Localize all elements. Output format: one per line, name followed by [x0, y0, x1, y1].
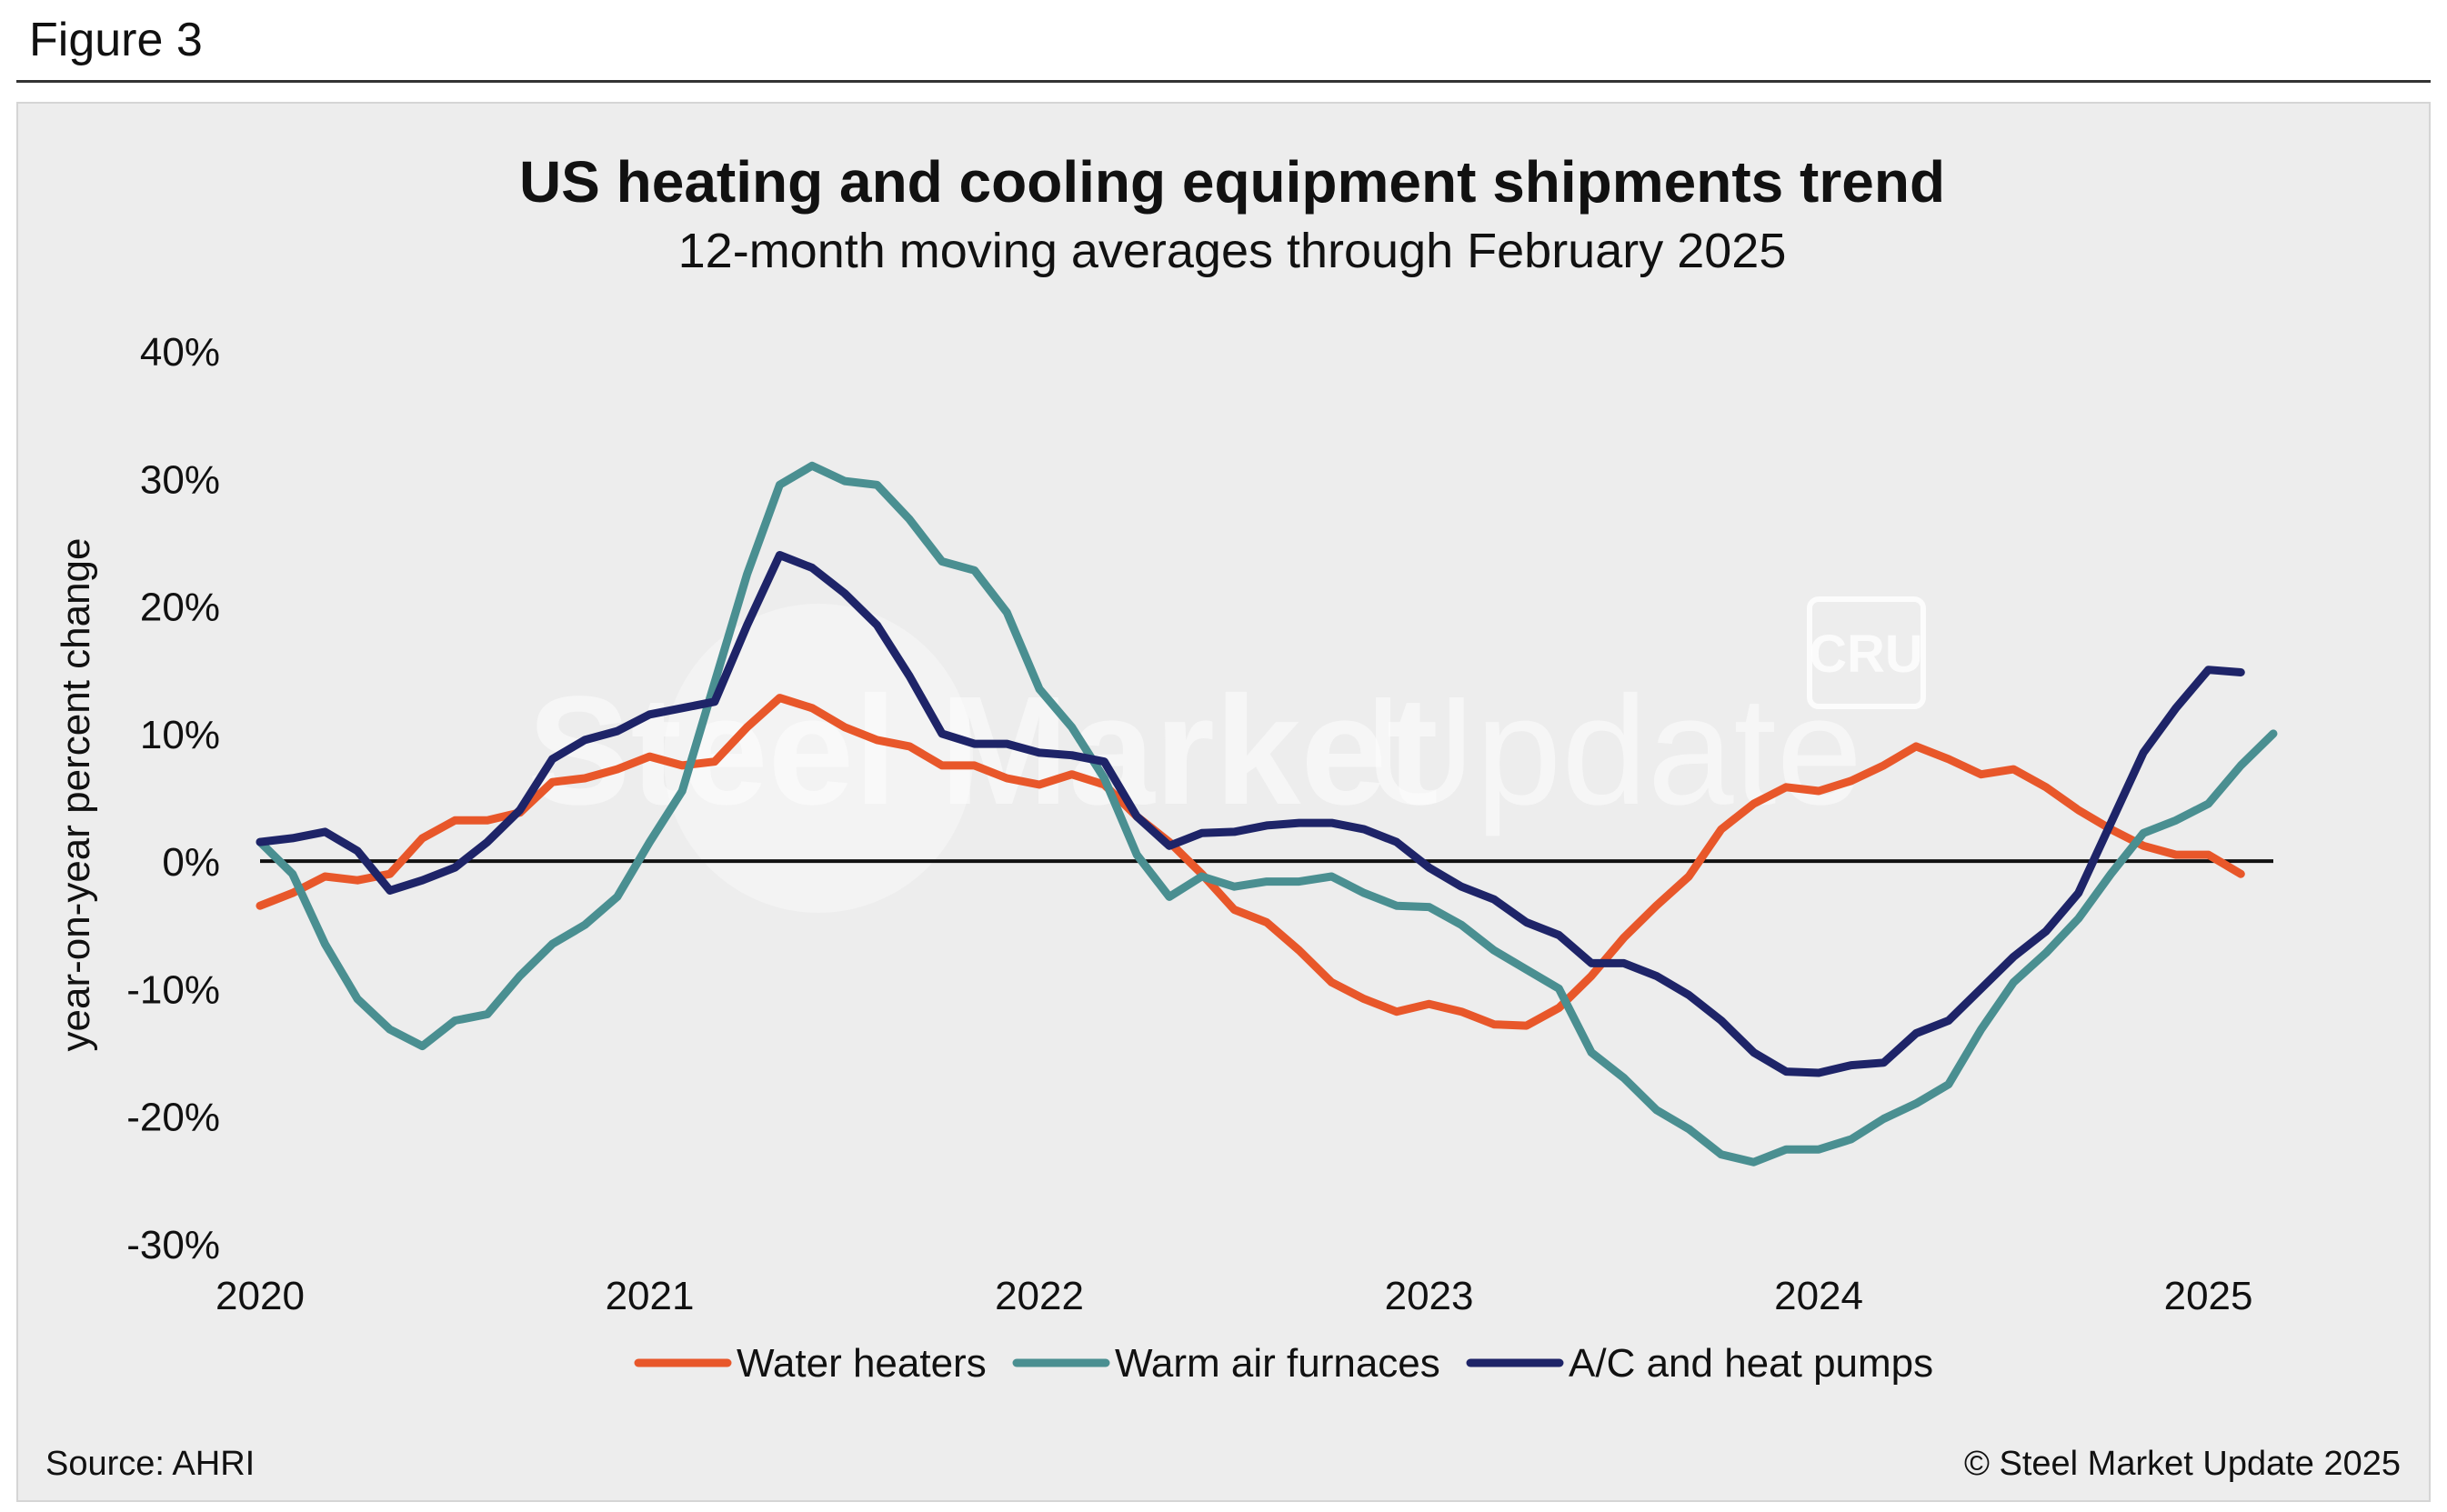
chart-panel: Steel Market Update CRU US heating and c… [16, 102, 2431, 1502]
x-tick-label: 2022 [995, 1274, 1084, 1318]
x-tick-label: 2020 [216, 1274, 305, 1318]
legend-label: A/C and heat pumps [1569, 1341, 1933, 1386]
watermark: Steel Market Update CRU [527, 596, 1926, 913]
chart-title: US heating and cooling equipment shipmen… [519, 149, 1945, 215]
series-lines [256, 461, 2278, 1167]
y-tick-label: 20% [140, 586, 220, 630]
x-tick-label: 2024 [1774, 1274, 1863, 1318]
series-line-warm-air-furnaces [256, 461, 2278, 1167]
watermark-swirl [664, 604, 973, 913]
x-tick-label: 2025 [2164, 1274, 2253, 1318]
y-tick-label: -30% [126, 1223, 220, 1267]
copyright-note: © Steel Market Update 2025 [1964, 1445, 2401, 1483]
y-tick-label: 30% [140, 457, 220, 502]
header-rule [16, 80, 2431, 83]
y-tick-label: -10% [126, 967, 220, 1012]
legend: Water heaters Warm air furnaces A/C and he… [634, 1341, 1933, 1386]
y-tick-label: -20% [126, 1096, 220, 1140]
chart-subtitle: 12-month moving averages through Februar… [678, 224, 1787, 278]
y-axis-ticks: -30% -20% -10% 0% 10% 20% 30% 40% [126, 330, 220, 1267]
watermark-brand-light: Update [1364, 665, 1862, 837]
series-line-a-c-and-heat-pumps [256, 551, 2245, 1077]
source-note: Source: AHRI [45, 1445, 255, 1483]
x-tick-label: 2023 [1385, 1274, 1474, 1318]
y-tick-label: 40% [140, 330, 220, 375]
x-axis-ticks: 2020 2021 2022 2023 2024 2025 [216, 1274, 2252, 1318]
y-tick-label: 10% [140, 713, 220, 757]
x-tick-label: 2021 [606, 1274, 695, 1318]
y-axis-label: year-on-year percent change [54, 538, 98, 1052]
legend-label: Water heaters [737, 1341, 987, 1386]
y-tick-label: 0% [162, 840, 220, 885]
watermark-logo-frame [1807, 596, 1926, 709]
watermark-logo: CRU [1809, 625, 1923, 684]
series-line-water-heaters [256, 694, 2245, 1030]
chart: Steel Market Update CRU US heating and c… [45, 149, 2401, 1483]
watermark-brand-bold: Steel Market [527, 665, 1439, 837]
figure-label: Figure 3 [29, 14, 203, 66]
legend-label: Warm air furnaces [1115, 1341, 1440, 1386]
